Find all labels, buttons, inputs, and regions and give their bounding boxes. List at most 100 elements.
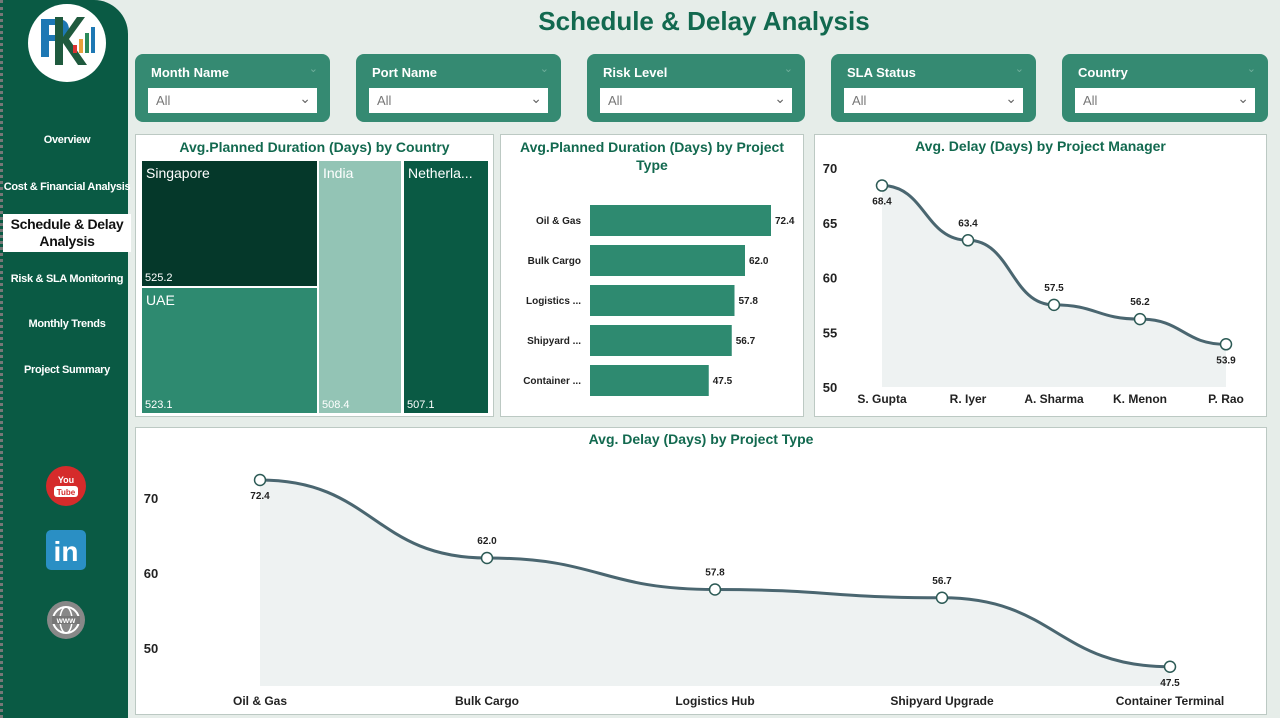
nav-cost-financial[interactable]: Cost & Financial Analysis [3, 181, 131, 193]
x-tick-label: Bulk Cargo [455, 694, 519, 708]
x-tick-label: A. Sharma [1024, 392, 1084, 406]
data-point [1133, 312, 1147, 326]
nav-project-summary[interactable]: Project Summary [24, 364, 110, 376]
slicer-risk-level: Risk Level ⌄ All ⌄ [587, 54, 805, 122]
chevron-down-icon[interactable]: ⌄ [308, 63, 318, 75]
bar-data-label: 56.7 [736, 336, 756, 347]
logo-mark [41, 17, 95, 65]
type-delay-panel: Avg. Delay (Days) by Project Type 50 60 70… [135, 427, 1267, 715]
tile-value: 525.2 [145, 272, 173, 284]
nav-overview[interactable]: Overview [43, 134, 91, 146]
chevron-down-icon: ⌄ [530, 90, 542, 106]
bar-category-label: Logistics ... [526, 296, 581, 307]
x-tick-label: P. Rao [1208, 392, 1244, 406]
bar-data-label: 72.4 [775, 216, 795, 227]
y-tick-label: 60 [144, 566, 158, 581]
sidebar: Overview Cost & Financial Analysis Sched… [0, 0, 131, 718]
treemap-tile[interactable]: UAE 523.1 [142, 288, 317, 413]
chevron-down-icon: ⌄ [774, 90, 786, 106]
chevron-down-icon: ⌄ [1237, 90, 1249, 106]
slicer-label: Port Name [372, 65, 438, 80]
slicer-label: Month Name [151, 65, 229, 80]
pm-delay-panel: Avg. Delay (Days) by Project Manager 50 5… [814, 134, 1267, 417]
slicer-label: SLA Status [847, 65, 916, 80]
bar-data-label: 62.0 [749, 256, 769, 267]
chevron-down-icon[interactable]: ⌄ [1246, 63, 1256, 75]
globe-icon[interactable]: www [46, 600, 86, 640]
bar [590, 285, 735, 316]
slicer-country: Country ⌄ All ⌄ [1062, 54, 1268, 122]
youtube-icon[interactable]: You Tube [46, 466, 86, 506]
slicer-value: All [377, 93, 392, 108]
chevron-down-icon: ⌄ [1005, 90, 1017, 106]
data-point [935, 591, 949, 604]
bar-category-label: Container ... [523, 376, 581, 387]
data-label: 57.5 [1044, 283, 1064, 294]
bar-category-label: Bulk Cargo [528, 256, 581, 267]
x-tick-label: S. Gupta [857, 392, 907, 406]
slicer-value: All [608, 93, 623, 108]
tile-value: 508.4 [322, 399, 350, 411]
data-point [875, 179, 889, 192]
bar [590, 325, 732, 356]
slicer-port-name: Port Name ⌄ All ⌄ [356, 54, 561, 122]
data-point [253, 473, 267, 487]
tile-label: Netherla... [408, 165, 473, 181]
linkedin-icon[interactable]: in [46, 530, 86, 570]
nav-risk-sla[interactable]: Risk & SLA Monitoring [10, 273, 124, 285]
x-tick-label: K. Menon [1113, 392, 1167, 406]
slicer-dropdown[interactable]: All ⌄ [844, 88, 1023, 113]
slicer-value: All [852, 93, 867, 108]
y-tick-label: 70 [144, 491, 158, 506]
y-tick-label: 60 [823, 271, 837, 286]
nav-monthly-trends[interactable]: Monthly Trends [28, 318, 106, 330]
pm-delay-chart: 50 55 60 65 70 68.4 S. Gupta 63.4 R. Iyer 57.5 A. … [823, 161, 1244, 406]
nav-schedule-delay[interactable]: Schedule & Delay Analysis [3, 214, 131, 252]
data-point [708, 583, 722, 596]
chevron-down-icon[interactable]: ⌄ [539, 63, 549, 75]
bar-category-label: Shipyard ... [527, 336, 581, 347]
area-fill [882, 185, 1226, 387]
chart-title: Avg.Planned Duration (Days) by Project T… [520, 139, 784, 173]
y-tick-label: 50 [823, 380, 837, 395]
treemap-tile[interactable]: Netherla... 507.1 [404, 161, 488, 413]
logo [28, 4, 106, 82]
bar-data-label: 57.8 [739, 296, 759, 307]
chevron-down-icon[interactable]: ⌄ [1014, 63, 1024, 75]
treemap-tile[interactable]: Singapore 525.2 [142, 161, 317, 286]
x-tick-label: Logistics Hub [675, 694, 754, 708]
data-label: 72.4 [250, 491, 270, 502]
bar-chart-panel: Avg.Planned Duration (Days) by Project T… [500, 134, 804, 417]
slicer-label: Country [1078, 65, 1128, 80]
data-label: 68.4 [872, 197, 892, 208]
treemap-tile[interactable]: India 508.4 [319, 161, 401, 413]
data-label: 56.2 [1130, 297, 1150, 308]
bar [590, 205, 771, 236]
svg-text:www: www [56, 616, 76, 625]
data-point [1047, 298, 1061, 312]
page-title: Schedule & Delay Analysis [538, 6, 870, 36]
slicer-dropdown[interactable]: All ⌄ [369, 88, 548, 113]
bar [590, 365, 709, 396]
tile-value: 507.1 [407, 399, 435, 411]
slicer-dropdown[interactable]: All ⌄ [148, 88, 317, 113]
bar [590, 245, 745, 276]
x-tick-label: Container Terminal [1116, 694, 1224, 708]
tile-label: Singapore [146, 165, 210, 181]
slicer-dropdown[interactable]: All ⌄ [600, 88, 792, 113]
tile-value: 523.1 [145, 399, 173, 411]
chart-title: Avg. Delay (Days) by Project Manager [915, 138, 1166, 154]
bar-data-label: 47.5 [713, 376, 733, 387]
slicer-sla-status: SLA Status ⌄ All ⌄ [831, 54, 1036, 122]
data-label: 56.7 [932, 576, 952, 587]
slicer-dropdown[interactable]: All ⌄ [1075, 88, 1255, 113]
type-delay-chart: 50 60 70 72.4 Oil & Gas 62.0 Bulk Cargo 57.8 Log… [144, 473, 1224, 708]
tile-label: India [323, 165, 354, 181]
tile-label: UAE [146, 292, 175, 308]
data-label: 62.0 [477, 536, 497, 547]
chevron-down-icon[interactable]: ⌄ [783, 63, 793, 75]
x-tick-label: Shipyard Upgrade [890, 694, 994, 708]
svg-text:in: in [54, 536, 79, 567]
chevron-down-icon: ⌄ [299, 90, 311, 106]
chart-title: Avg.Planned Duration (Days) by Country [179, 139, 450, 155]
